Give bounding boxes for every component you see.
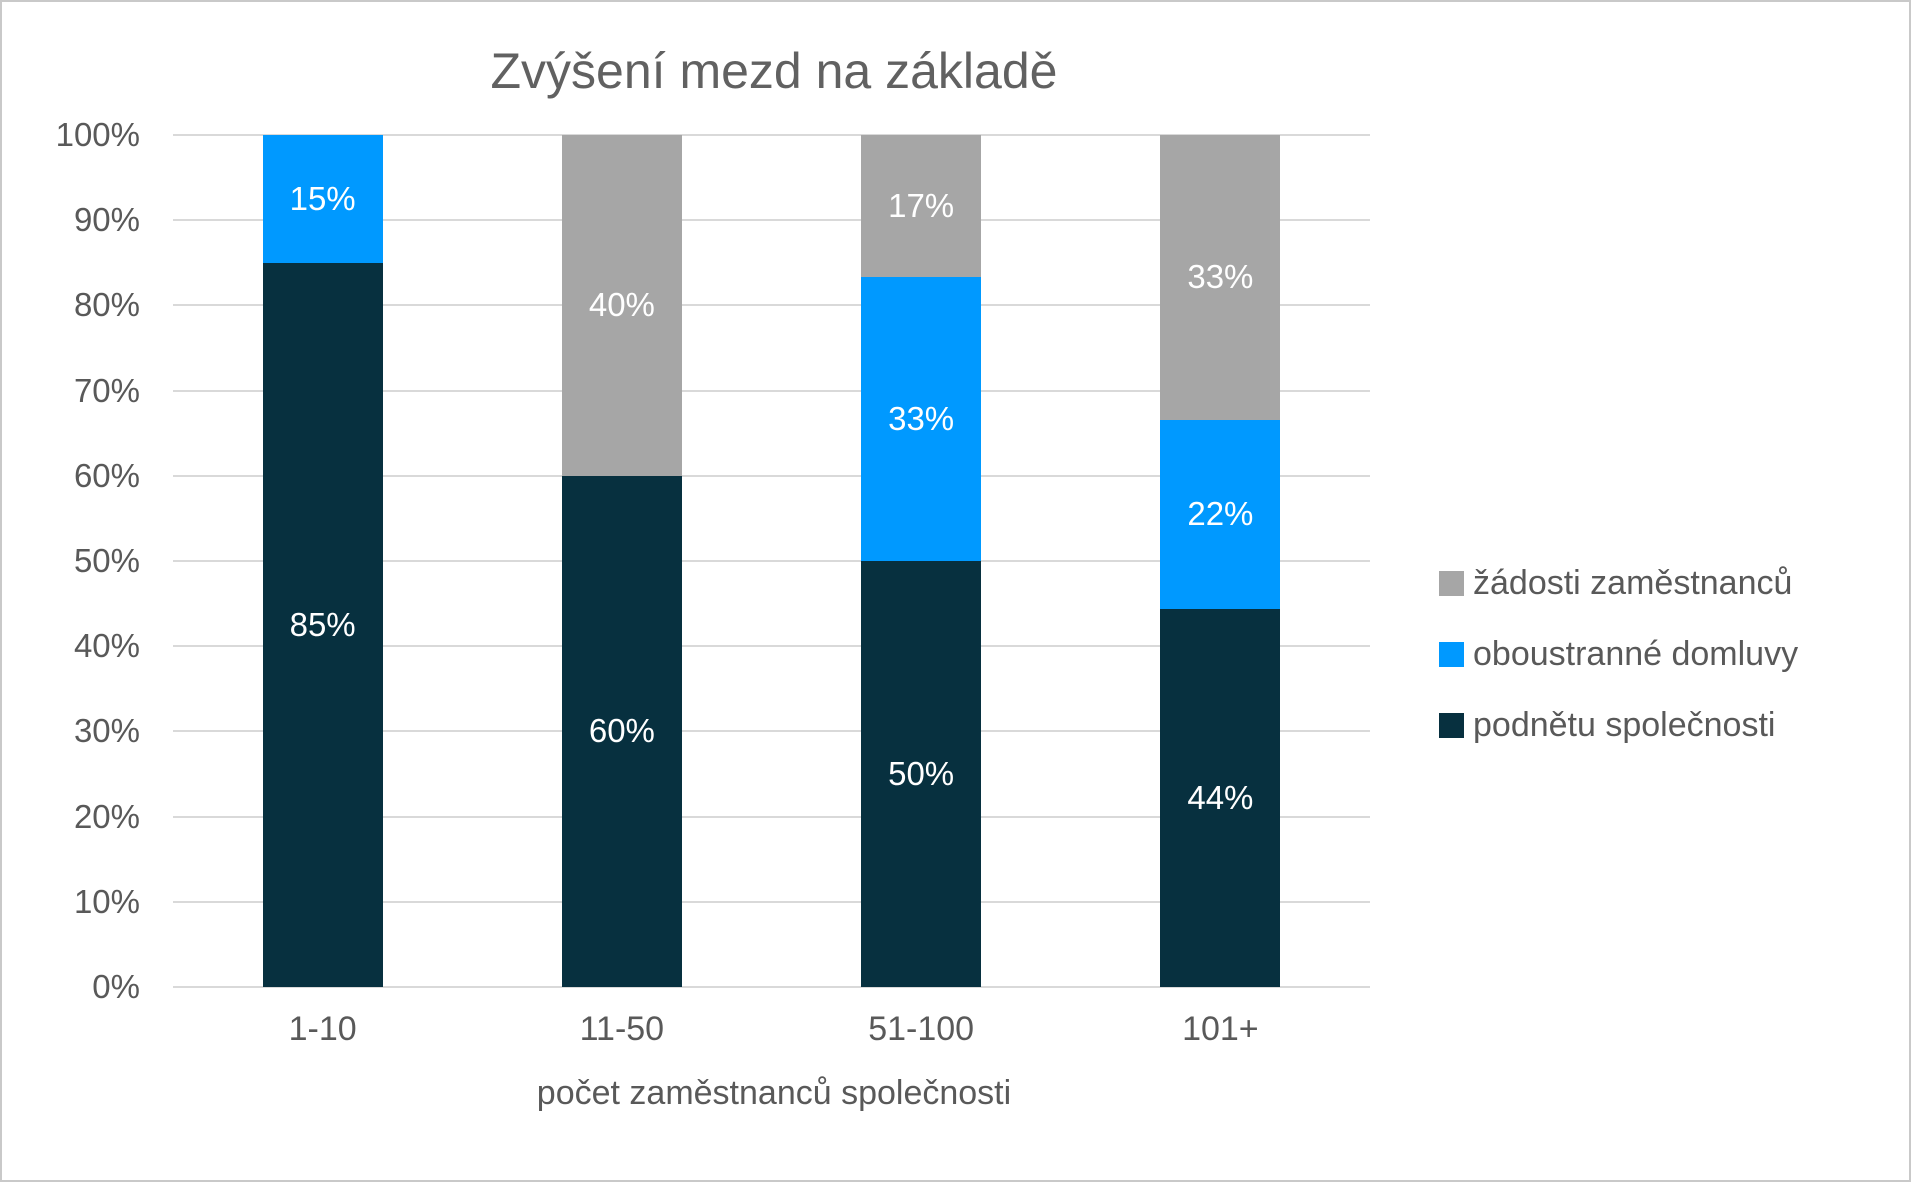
y-tick-label: 90% — [73, 201, 140, 239]
y-tick-label: 80% — [73, 286, 140, 324]
y-tick-label: 40% — [73, 627, 140, 665]
bar-segment-label: 33% — [888, 400, 955, 438]
bar-segment-label: 17% — [888, 187, 955, 225]
bar-segment: 17% — [861, 135, 982, 278]
legend-swatch-icon — [1439, 713, 1464, 738]
legend-item: oboustranné domluvy — [1439, 619, 1798, 690]
bar-segment: 33% — [1160, 135, 1281, 420]
bar-101+: 44% 22% 33% — [1160, 135, 1281, 987]
bar-segment: 40% — [561, 135, 682, 476]
bar-segment-label: 50% — [888, 755, 955, 792]
gridline — [173, 474, 1370, 477]
legend-item: žádosti zaměstnanců — [1439, 548, 1798, 619]
legend-item: podnětu společnosti — [1439, 690, 1798, 761]
gridline — [173, 219, 1370, 222]
bar-segment: 44% — [1160, 608, 1281, 987]
y-tick-label: 30% — [73, 712, 140, 750]
bar-segment: 22% — [1160, 419, 1281, 609]
x-axis-title: počet zaměstnanců společnosti — [536, 1074, 1012, 1112]
bar-segment-label: 40% — [588, 286, 655, 324]
y-tick-label: 0% — [92, 968, 140, 1005]
bar-51-100: 50% 33% 17% — [861, 135, 982, 987]
gridline — [173, 815, 1370, 818]
y-tick-label: 70% — [73, 371, 140, 409]
bar-segment: 60% — [561, 475, 682, 987]
bar-segment: 33% — [861, 277, 982, 561]
x-tick-label: 101+ — [1182, 1010, 1259, 1048]
legend: žádosti zaměstnanců oboustranné domluvy po… — [1439, 548, 1798, 761]
x-tick-label: 11-50 — [579, 1010, 665, 1048]
gridline — [173, 389, 1370, 392]
bar-segment-label: 60% — [588, 712, 655, 750]
chart-title: Zvýšení mezd na základě — [490, 43, 1058, 99]
bar-segment-label: 44% — [1187, 778, 1254, 816]
gridline — [173, 134, 1370, 136]
bar-segment-label: 15% — [289, 179, 356, 217]
legend-swatch-icon — [1439, 571, 1464, 596]
bar-segment-label: 33% — [1187, 258, 1254, 296]
y-tick-label: 50% — [73, 542, 140, 579]
gridline — [173, 900, 1370, 903]
legend-label: žádosti zaměstnanců — [1473, 564, 1793, 602]
x-tick-label: 1-10 — [288, 1010, 357, 1048]
legend-label: oboustranné domluvy — [1473, 635, 1799, 673]
gridline — [173, 645, 1370, 648]
gridline — [173, 560, 1370, 562]
legend-label: podnětu společnosti — [1473, 706, 1776, 744]
y-tick-label: 10% — [73, 882, 140, 920]
gridline — [173, 304, 1370, 307]
bar-segment-label: 22% — [1187, 495, 1254, 533]
bar-segment: 15% — [262, 135, 383, 263]
bar-1-10: 85% 15% — [262, 135, 383, 987]
y-tick-label: 20% — [73, 797, 140, 835]
bar-11-50: 60% 40% — [561, 135, 682, 987]
gridline — [173, 730, 1370, 733]
bar-segment: 85% — [262, 262, 383, 987]
bar-segment-label: 85% — [289, 605, 356, 643]
y-tick-label: 60% — [73, 456, 140, 494]
legend-swatch-icon — [1439, 642, 1464, 667]
plot-area: 0% 10% 20% 30% 40% 50% 60% 70% 80% 90% 100% 85% 15% 1… — [56, 118, 1370, 1048]
x-tick-label: 51-100 — [868, 1010, 975, 1048]
gridline — [173, 986, 1370, 988]
y-tick-label: 100% — [55, 116, 140, 153]
bar-segment: 50% — [861, 561, 982, 987]
